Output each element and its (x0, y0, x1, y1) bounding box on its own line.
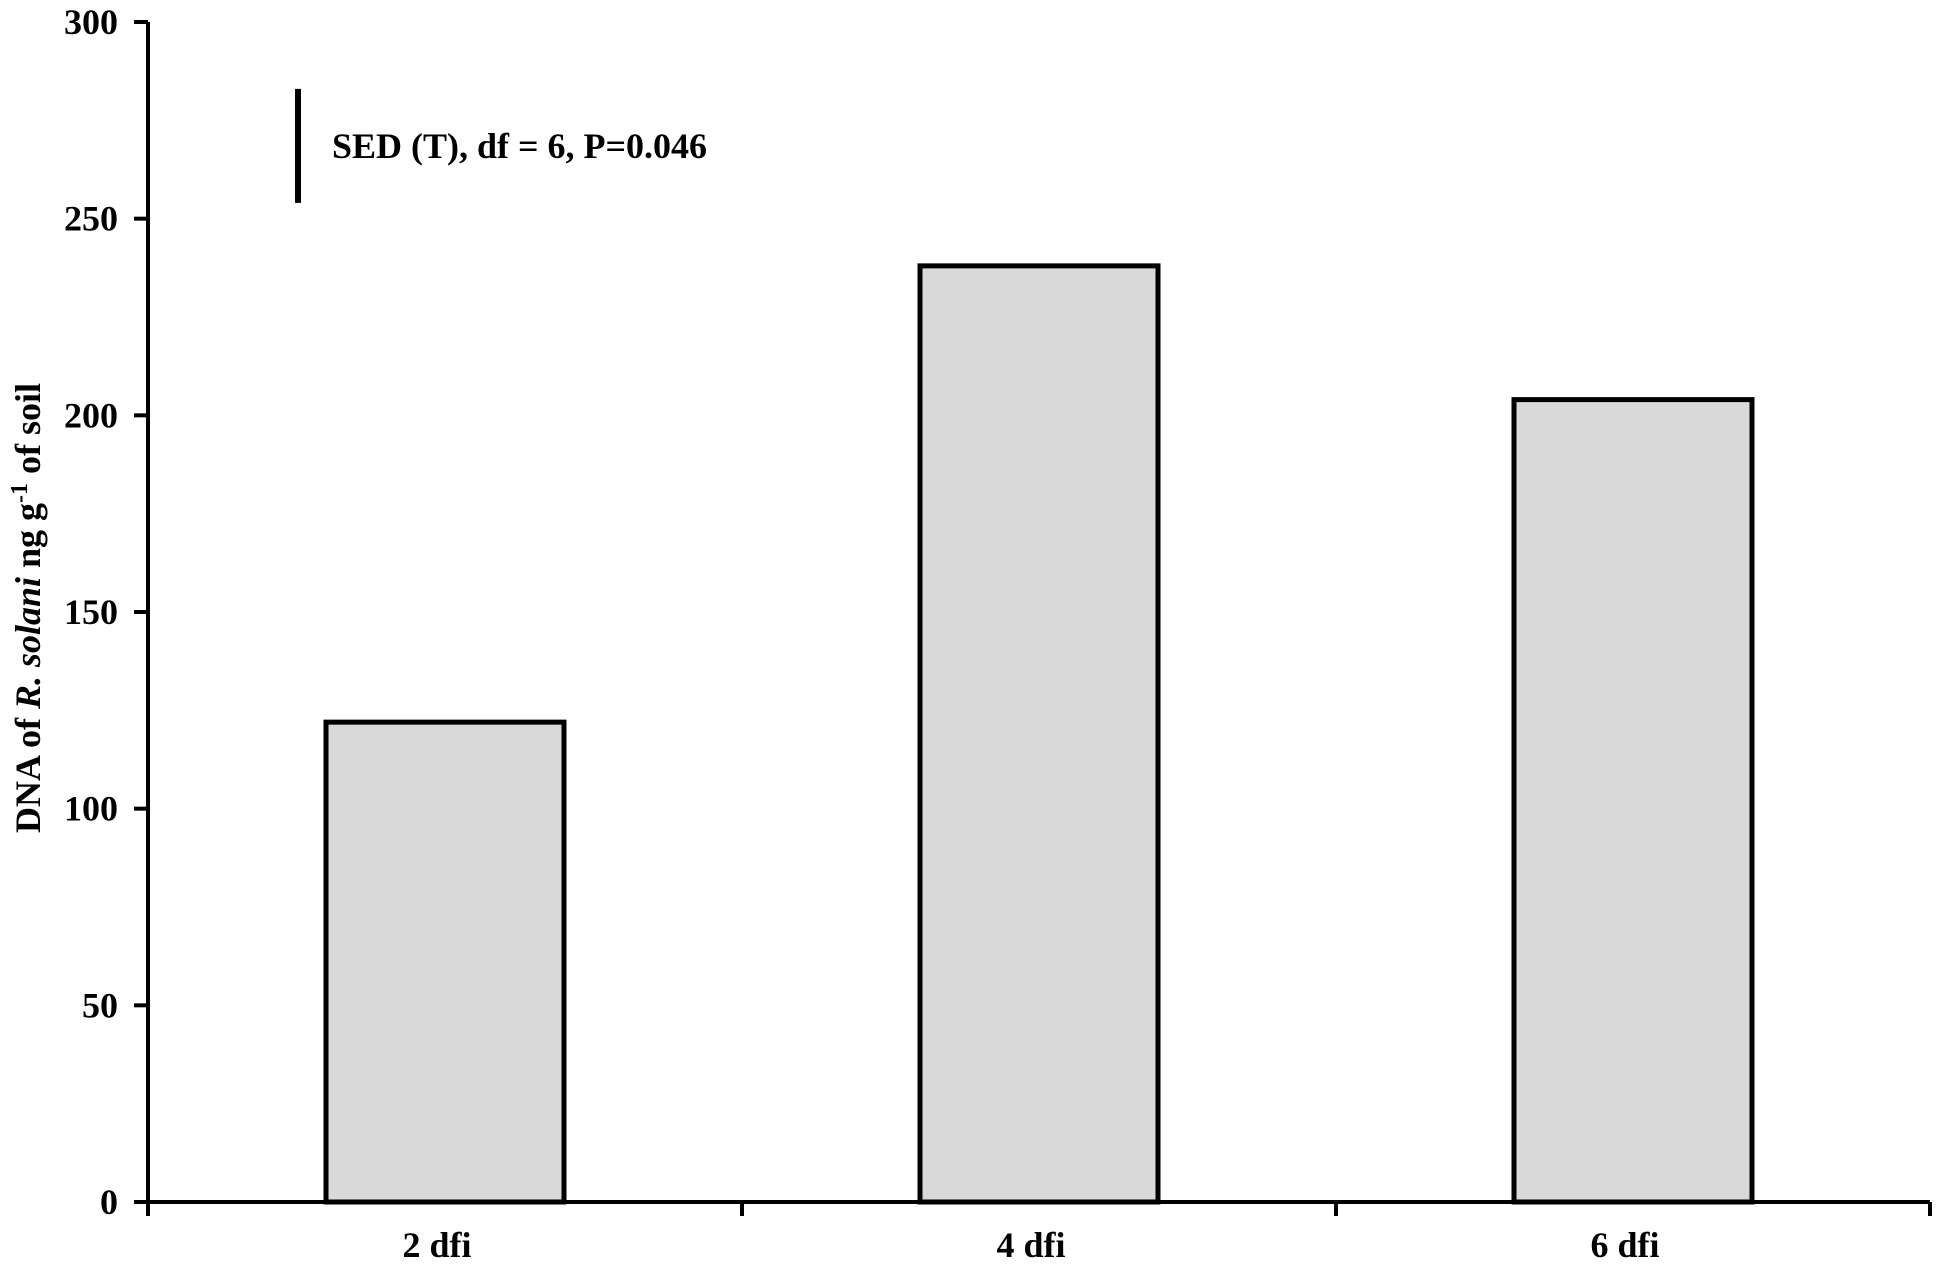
y-tick-label: 150 (64, 592, 118, 632)
bar-4-dfi (917, 263, 1161, 1205)
sed-annotation-text: SED (T), df = 6, P=0.046 (332, 126, 707, 166)
bars-group (323, 263, 1755, 1205)
x-ticks-group: 2 dfi 4 dfi 6 dfi (146, 1202, 1932, 1265)
x-tick-label: 2 dfi (402, 1225, 471, 1265)
y-tick-label: 250 (64, 199, 118, 239)
x-tick-label: 6 dfi (1590, 1225, 1659, 1265)
y-tick-label: 300 (64, 2, 118, 42)
y-tick-label: 100 (64, 789, 118, 829)
x-tick-label: 4 dfi (996, 1225, 1065, 1265)
bar-6-dfi (1511, 397, 1755, 1205)
y-tick-label: 200 (64, 395, 118, 435)
annotation-group: SED (T), df = 6, P=0.046 (295, 88, 707, 203)
y-ticks-group: 0 50 100 150 200 250 300 (64, 2, 148, 1222)
bar-2-dfi (323, 719, 567, 1205)
y-axis-label: DNA of R. solani ng g-1 of soil (7, 383, 48, 833)
y-tick-label: 50 (82, 985, 118, 1025)
y-tick-label: 0 (100, 1182, 118, 1222)
